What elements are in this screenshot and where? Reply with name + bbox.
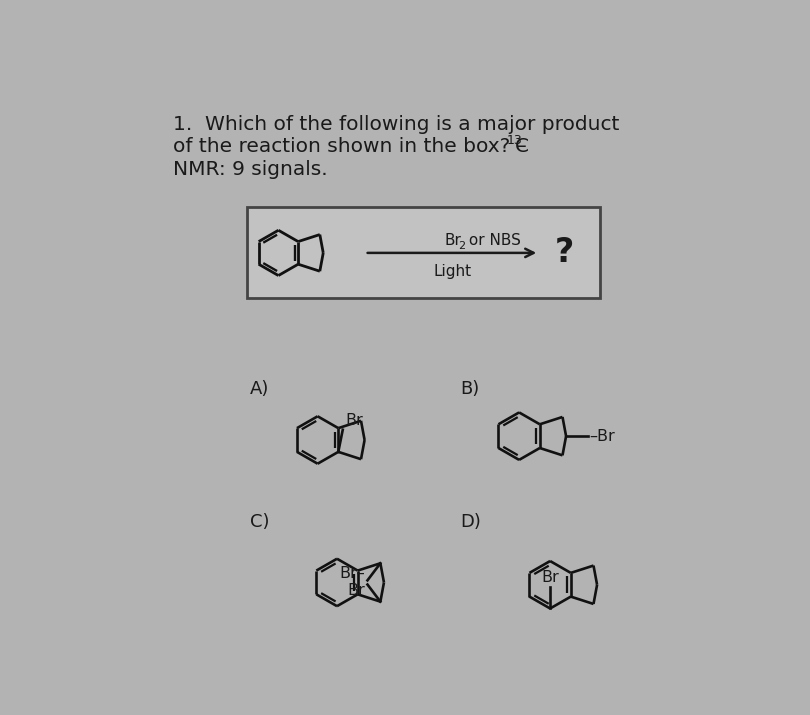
Text: C): C) [250,513,270,531]
Text: A): A) [250,380,270,398]
Text: Br: Br [347,583,365,598]
Text: Br–: Br– [339,566,365,581]
Bar [247,207,599,298]
Text: D): D) [460,513,481,531]
Text: Br: Br [445,233,462,248]
Text: 1.  Which of the following is a major product: 1. Which of the following is a major pro… [173,115,620,134]
Text: C: C [515,137,529,157]
Text: Br: Br [541,570,559,585]
Text: NMR: 9 signals.: NMR: 9 signals. [173,159,328,179]
Text: B): B) [460,380,480,398]
Text: Br: Br [346,413,364,428]
Text: or NBS: or NBS [464,233,521,248]
Text: of the reaction shown in the box? –: of the reaction shown in the box? – [173,137,534,157]
Text: Light: Light [433,264,471,279]
Text: ?: ? [554,237,573,270]
Text: 13: 13 [506,134,522,147]
Text: 2: 2 [458,240,466,250]
Text: –Br: –Br [589,429,615,443]
